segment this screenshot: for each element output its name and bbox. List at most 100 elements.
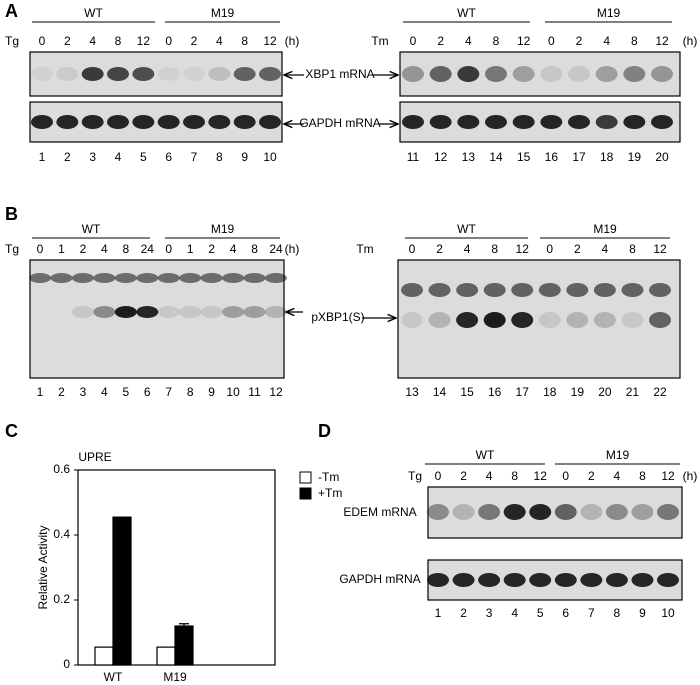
- chart-title: UPRE: [78, 450, 111, 464]
- band: [136, 273, 159, 283]
- lane-number: 12: [434, 150, 448, 164]
- band: [401, 283, 423, 297]
- band: [568, 66, 590, 82]
- treatment-label: Tg: [5, 34, 19, 48]
- band: [222, 306, 245, 318]
- time-label: 0: [435, 469, 442, 483]
- band: [452, 573, 475, 587]
- treatment-label: Tm: [371, 34, 388, 48]
- time-label: 0: [165, 242, 172, 256]
- x-tick-label: WT: [104, 670, 123, 684]
- lane-number: 2: [58, 385, 65, 399]
- time-label: 0: [548, 34, 555, 48]
- band: [512, 66, 535, 82]
- lane-number: 3: [80, 385, 87, 399]
- lane-number: 6: [165, 150, 172, 164]
- band: [540, 66, 563, 82]
- band: [136, 306, 159, 318]
- band: [529, 504, 552, 520]
- lane-number: 16: [545, 150, 559, 164]
- band: [621, 283, 644, 297]
- bar: [174, 625, 194, 666]
- band: [179, 273, 202, 283]
- lane-number: 9: [208, 385, 215, 399]
- time-label: 0: [410, 34, 417, 48]
- band: [657, 504, 679, 520]
- error-bar: [179, 623, 189, 626]
- band: [503, 573, 526, 587]
- group-label: M19: [606, 448, 630, 462]
- band: [605, 504, 628, 520]
- legend-label: -Tm: [318, 470, 339, 484]
- lane-number: 8: [187, 385, 194, 399]
- band: [566, 283, 589, 297]
- lane-number: 7: [165, 385, 172, 399]
- time-label: 8: [639, 469, 646, 483]
- lane-number: 4: [115, 150, 122, 164]
- band: [631, 504, 654, 520]
- lane-number: 18: [543, 385, 557, 399]
- band: [427, 573, 449, 587]
- lane-number: 19: [571, 385, 585, 399]
- band: [200, 273, 223, 283]
- time-label: 1: [187, 242, 194, 256]
- time-label: 12: [517, 34, 531, 48]
- time-label: 4: [614, 469, 621, 483]
- lane-number: 6: [562, 606, 569, 620]
- band: [208, 67, 231, 81]
- lane-number: 13: [405, 385, 419, 399]
- band: [93, 273, 116, 283]
- time-label: 4: [465, 34, 472, 48]
- time-label: 12: [263, 34, 277, 48]
- time-label: 4: [464, 242, 471, 256]
- time-label: 0: [546, 242, 553, 256]
- lane-number: 17: [572, 150, 586, 164]
- band: [483, 283, 506, 297]
- group-label: WT: [457, 222, 476, 236]
- band: [107, 67, 129, 81]
- panel-letter: C: [5, 421, 18, 441]
- lane-number: 8: [216, 150, 223, 164]
- lane-number: 19: [628, 150, 642, 164]
- band: [540, 115, 563, 129]
- time-label: 4: [602, 242, 609, 256]
- lane-number: 9: [241, 150, 248, 164]
- treatment-label: Tg: [5, 242, 19, 256]
- time-label: 2: [64, 34, 71, 48]
- lane-number: 10: [226, 385, 240, 399]
- band: [402, 115, 424, 129]
- time-label: 4: [603, 34, 610, 48]
- time-label: 8: [251, 242, 258, 256]
- band: [56, 67, 79, 81]
- lane-number: 5: [537, 606, 544, 620]
- band: [649, 312, 671, 328]
- lane-number: 20: [598, 385, 612, 399]
- band: [428, 283, 451, 297]
- band: [511, 312, 534, 328]
- time-label: 2: [437, 34, 444, 48]
- band: [512, 115, 535, 129]
- lane-number: 2: [460, 606, 467, 620]
- time-label: 2: [576, 34, 583, 48]
- time-label: 1: [58, 242, 65, 256]
- group-label: WT: [476, 448, 495, 462]
- lane-number: 12: [269, 385, 283, 399]
- band: [568, 115, 590, 129]
- lane-number: 18: [600, 150, 614, 164]
- band: [478, 504, 501, 520]
- band: [554, 504, 577, 520]
- band: [623, 66, 646, 82]
- group-label: M19: [211, 6, 235, 20]
- panel-letter: D: [318, 421, 331, 441]
- lane-number: 1: [435, 606, 442, 620]
- lane-number: 3: [89, 150, 96, 164]
- time-label: 2: [588, 469, 595, 483]
- lane-number: 3: [486, 606, 493, 620]
- time-label: 2: [436, 242, 443, 256]
- time-label: 12: [655, 34, 669, 48]
- lane-number: 7: [588, 606, 595, 620]
- time-label: 0: [409, 242, 416, 256]
- band: [157, 115, 180, 129]
- band: [593, 312, 616, 328]
- y-tick-label: 0.4: [53, 527, 70, 541]
